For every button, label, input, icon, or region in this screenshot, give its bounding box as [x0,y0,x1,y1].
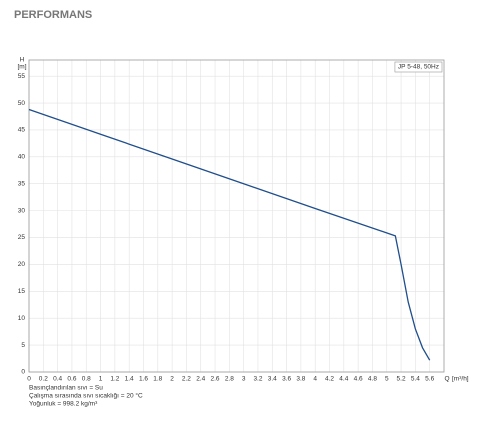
legend-label: JP 5-48, 50Hz [398,64,439,71]
x-tick-label: 2.8 [225,376,234,383]
x-tick-label: 3.6 [282,376,291,383]
x-tick-label: 3.8 [296,376,305,383]
annotation: Basınçlandırılan sıvı = Su [29,385,103,392]
x-tick-label: 1.8 [153,376,162,383]
y-tick-label: 15 [18,288,26,295]
x-tick-label: 0.6 [67,376,76,383]
x-tick-label: 1.2 [110,376,119,383]
y-tick-label: 20 [18,261,26,268]
x-axis-label: Q [444,376,449,383]
legend-box [394,61,443,73]
x-axis-unit: [m³/h] [452,376,469,383]
x-tick-label: 1.4 [125,376,134,383]
x-tick-label: 0.8 [82,376,91,383]
x-tick-label: 3.4 [268,376,277,383]
annotation: Çalışma sırasında sıvı sıcaklığı = 20 °C [29,392,143,400]
x-tick-label: 1 [99,376,103,383]
y-tick-label: 25 [18,234,26,241]
y-tick-label: 30 [18,207,26,214]
x-tick-label: 4.2 [325,376,334,383]
x-tick-label: 0.4 [53,376,62,383]
x-tick-label: 4.4 [339,376,348,383]
annotation: Yoğunluk = 998.2 kg/m³ [29,401,98,408]
y-tick-label: 55 [18,73,26,80]
x-tick-label: 3 [242,376,246,383]
x-tick-label: 0.2 [39,376,48,383]
y-tick-label: 5 [21,342,25,349]
x-tick-label: 5.4 [411,376,420,383]
y-tick-label: 35 [18,180,26,187]
y-tick-label: 50 [18,100,26,107]
x-tick-label: 5 [385,376,389,383]
y-tick-label: 10 [18,315,26,322]
x-tick-label: 2 [170,376,174,383]
x-tick-label: 5.2 [397,376,406,383]
x-tick-label: 0 [27,376,31,383]
x-tick-label: 3.2 [253,376,262,383]
x-tick-label: 1.6 [139,376,148,383]
series-line [28,108,431,361]
x-tick-label: 5.6 [425,376,434,383]
x-tick-label: 4.6 [354,376,363,383]
x-tick-label: 2.4 [196,376,205,383]
y-tick-label: 0 [21,369,25,376]
x-tick-label: 4.8 [368,376,377,383]
chart-title: PERFORMANS [14,9,92,21]
y-tick-label: 45 [18,127,26,134]
x-tick-label: 4 [313,376,317,383]
x-tick-label: 2.2 [182,376,191,383]
x-tick-label: 2.6 [211,376,220,383]
y-axis-label: H [20,57,25,64]
y-tick-label: 40 [18,154,26,161]
plot-frame [28,59,445,373]
y-axis-unit: [m] [17,64,26,71]
